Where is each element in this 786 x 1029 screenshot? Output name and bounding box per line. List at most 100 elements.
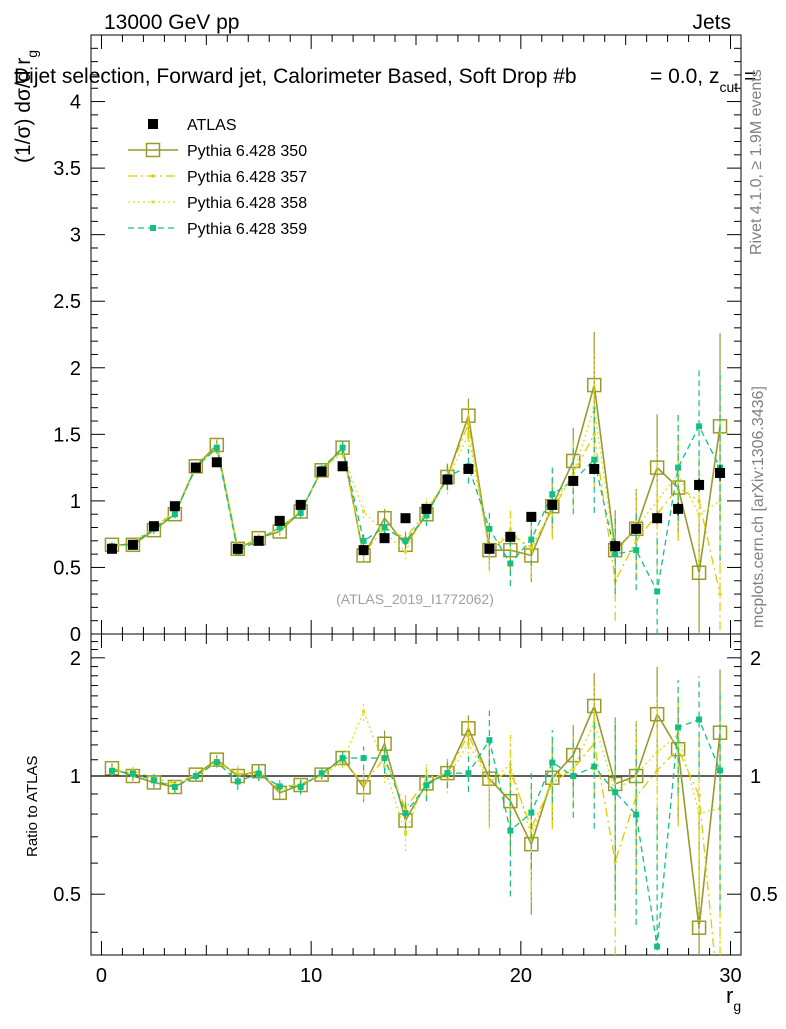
point-p358 (571, 472, 575, 476)
point-p359 (213, 444, 220, 451)
ratio-point-p359 (339, 755, 346, 762)
point-atlas (652, 513, 663, 524)
ratio-point-p359 (423, 782, 430, 789)
ratio-point-p350 (188, 767, 204, 782)
point-p359 (675, 464, 682, 471)
plot-title-tail: = 0.0, zcut = (650, 65, 756, 95)
ratio-point-p359 (570, 773, 577, 780)
rivet-version-label: Rivet 4.1.0, ≥ 1.9M events (748, 69, 765, 255)
ratio-point-p358 (655, 750, 659, 754)
point-p357 (466, 422, 470, 426)
ratio-point-p358 (362, 709, 366, 713)
point-p358 (404, 549, 408, 553)
ratio-point-p358 (236, 771, 240, 775)
main-y-tick-label: 3.5 (53, 158, 81, 180)
point-atlas (127, 539, 138, 550)
point-atlas (148, 521, 159, 532)
point-atlas (379, 533, 390, 544)
point-p350 (188, 459, 204, 474)
main-y-axis-title-main: (1/σ) dσ/d r (12, 58, 35, 163)
series-line-p359 (111, 424, 721, 594)
plot-title-main: Dijet selection, Forward jet, Calorimete… (14, 65, 577, 88)
ratio-series-p357 (110, 696, 722, 1015)
main-y-tick-label: 0.5 (53, 557, 81, 579)
ratio-line-p357 (111, 733, 716, 955)
point-p359 (381, 524, 388, 531)
ratio-point-p358 (571, 767, 575, 771)
ratio-point-p357 (466, 733, 470, 737)
series-line-p350 (111, 384, 721, 573)
point-p359 (339, 444, 346, 451)
ratio-point-p359 (129, 770, 136, 777)
ratio-point-p358 (592, 720, 596, 724)
point-p358 (676, 472, 680, 476)
point-p359 (360, 537, 367, 544)
ratio-y-tick-label-right: 2 (750, 648, 761, 670)
point-p359 (402, 537, 409, 544)
ratio-point-p359 (402, 810, 409, 817)
ratio-line-p359 (111, 718, 721, 947)
x-tick-label: 30 (719, 965, 741, 987)
ratio-point-p359 (486, 737, 493, 744)
ratio-point-p357 (613, 859, 617, 863)
ratio-line-p358 (111, 709, 721, 838)
ratio-y-axis-title: Ratio to ATLAS (24, 756, 41, 857)
point-atlas (463, 463, 474, 474)
point-atlas (694, 479, 705, 490)
x-tick-label: 0 (96, 965, 107, 987)
ratio-point-p358 (487, 779, 491, 783)
point-p358 (466, 432, 470, 436)
ratio-point-p359 (171, 784, 178, 791)
point-p358 (655, 499, 659, 503)
ratio-point-p358 (676, 732, 680, 736)
point-atlas (610, 541, 621, 552)
legend-label-p359: Pythia 6.428 359 (187, 221, 307, 238)
main-y-tick-label: 2.5 (53, 291, 81, 313)
legend-label-p358: Pythia 6.428 358 (187, 195, 307, 212)
point-atlas (316, 466, 327, 477)
energy-label: 13000 GeV pp (104, 11, 239, 34)
point-p358 (508, 528, 512, 532)
ratio-point-p359 (507, 827, 514, 834)
ratio-panel-marks (104, 666, 728, 1015)
series-p358 (110, 354, 722, 595)
plot-title-suffix: = 0.0, z (650, 65, 719, 88)
main-y-tick-label: 0 (70, 624, 81, 646)
ratio-point-p359 (465, 770, 472, 777)
ratio-y-tick-label-right: 1 (750, 766, 761, 788)
ratio-point-p359 (654, 943, 661, 950)
legend-marker-p357 (151, 174, 155, 178)
analysis-reference: (ATLAS_2019_I1772062) (336, 591, 494, 607)
ratio-point-p358 (697, 811, 701, 815)
main-y-axis-title: (1/σ) dσ/d rg (12, 50, 40, 163)
point-atlas (421, 503, 432, 514)
ratio-point-p359 (276, 783, 283, 790)
point-atlas (631, 523, 642, 534)
ratio-point-p357 (719, 1012, 722, 1015)
point-atlas (400, 513, 411, 524)
x-axis-title: rg (726, 983, 741, 1014)
point-atlas (715, 467, 726, 478)
ratio-series-p359 (108, 676, 724, 955)
legend-label-p357: Pythia 6.428 357 (187, 169, 307, 186)
main-panel-marks (104, 331, 728, 634)
ratio-point-p359 (213, 759, 220, 766)
legend-marker-p359 (150, 225, 156, 231)
point-atlas (526, 511, 537, 522)
ratio-point-p358 (383, 765, 387, 769)
point-atlas (547, 499, 558, 510)
point-p359 (654, 588, 661, 595)
point-atlas (568, 475, 579, 486)
point-atlas (505, 531, 516, 542)
ratio-point-p357 (173, 781, 177, 785)
ratio-point-p357 (634, 795, 638, 799)
main-y-axis-title-sub: g (24, 50, 40, 58)
ratio-series-p350 (104, 666, 728, 955)
ratio-point-p359 (528, 809, 535, 816)
ratio-y-tick-label: 1 (70, 766, 81, 788)
ratio-point-p359 (381, 755, 388, 762)
point-p359 (549, 491, 556, 498)
main-y-tick-label: 3 (70, 225, 81, 247)
ratio-point-p359 (297, 783, 304, 790)
point-p359 (486, 525, 493, 532)
